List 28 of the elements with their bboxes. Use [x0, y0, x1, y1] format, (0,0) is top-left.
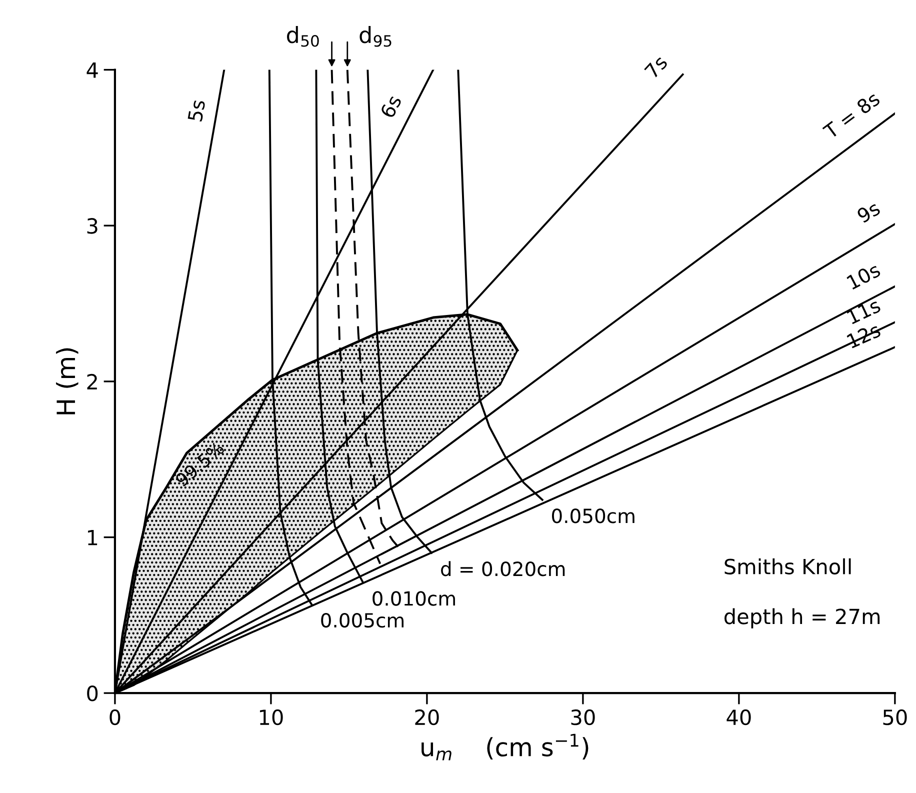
text: T = 8s: [822, 90, 881, 140]
series-label: d$_{95}$: [360, 26, 392, 47]
series-label: 0.050cm: [552, 508, 634, 524]
text: 5s: [188, 99, 206, 122]
text: 11s: [846, 298, 882, 325]
series-label: d$_{50}$: [287, 26, 319, 47]
series-label: d = 0.020cm: [441, 561, 565, 576]
series-label: 0.005cm: [321, 612, 404, 628]
y-tick-label: 3: [87, 218, 98, 234]
y-tick-label: 2: [87, 374, 97, 390]
x-tick-label: 30: [571, 709, 595, 726]
series-label: 0.010cm: [372, 591, 455, 606]
text: 9s: [856, 200, 882, 224]
text: 10s: [846, 262, 882, 290]
x-tick-label: 50: [883, 709, 907, 726]
y-tick-label: 4: [86, 62, 98, 78]
text: 7s: [644, 54, 668, 79]
text: 6s: [380, 94, 402, 119]
annotation: Smiths Knoll: [724, 558, 851, 574]
y-tick-label: 0: [87, 686, 98, 702]
y-tick-label: 1: [88, 530, 98, 546]
y-axis-title: H (m): [56, 348, 78, 414]
text: u$_{m}$ (cm s$^{−1}$): [422, 734, 588, 760]
x-tick-label: 10: [260, 709, 283, 726]
annotation: depth h = 27m: [724, 608, 880, 628]
x-tick-label: 0: [110, 709, 120, 726]
x-tick-label: 20: [415, 709, 439, 726]
x-tick-label: 40: [726, 709, 751, 726]
